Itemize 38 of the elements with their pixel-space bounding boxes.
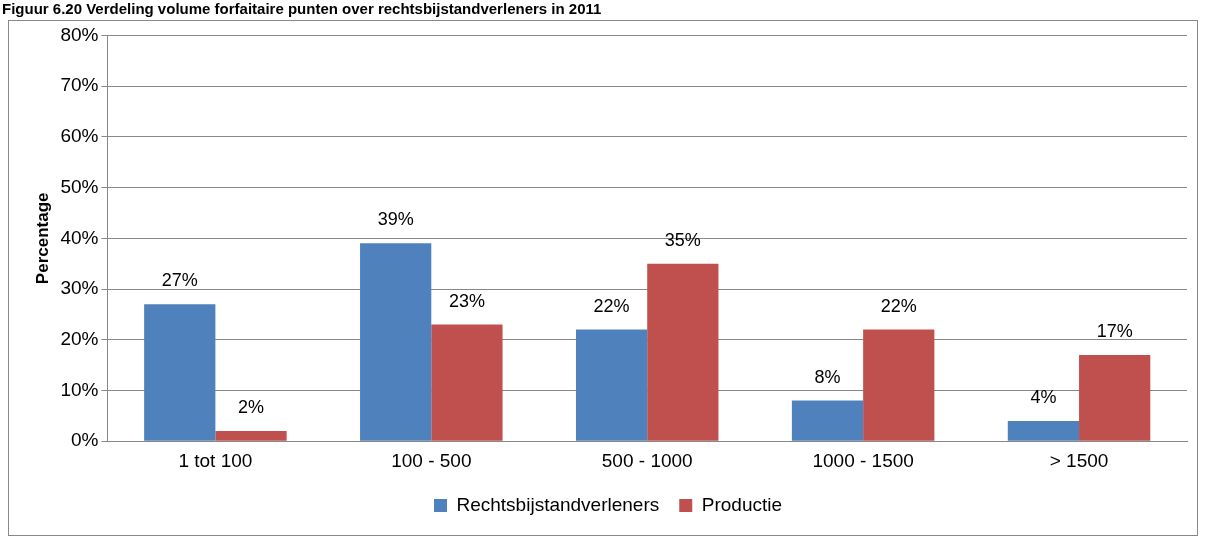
- bar: [431, 324, 503, 441]
- x-tick-label: 1000 - 1500: [812, 449, 914, 471]
- bar: [144, 304, 216, 441]
- y-tick-label: 60%: [60, 125, 99, 147]
- bar: [360, 243, 432, 441]
- data-label: 35%: [664, 229, 701, 250]
- y-axis-title: Percentage: [32, 192, 52, 285]
- data-label: 17%: [1096, 320, 1133, 341]
- y-tick-label: 50%: [60, 175, 99, 197]
- bar: [1007, 420, 1080, 441]
- legend-label: Productie: [701, 493, 783, 515]
- x-tick-label: 500 - 1000: [601, 449, 693, 471]
- data-label: 22%: [880, 295, 917, 316]
- x-tick-label: > 1500: [1049, 449, 1109, 471]
- y-tick-label: 0%: [70, 429, 99, 451]
- x-tick-label: 1 tot 100: [178, 449, 253, 471]
- bar: [1079, 354, 1151, 441]
- data-label: 8%: [814, 366, 841, 387]
- legend-label: Rechtsbijstandverleners: [456, 493, 660, 515]
- bar: [575, 329, 648, 441]
- data-label: 4%: [1030, 386, 1057, 407]
- chart-title: Figuur 6.20 Verdeling volume forfaitaire punten over rechtsbijstandverleners in 2011: [1, 0, 603, 19]
- data-label: 23%: [448, 290, 485, 311]
- y-tick-label: 30%: [60, 277, 99, 299]
- bar: [863, 329, 935, 441]
- bar: [647, 263, 719, 441]
- bar: [791, 400, 864, 441]
- data-label: 22%: [593, 295, 630, 316]
- data-label: 2%: [238, 397, 265, 418]
- y-tick-label: 40%: [60, 226, 99, 248]
- bar: [215, 431, 287, 441]
- y-tick-label: 80%: [60, 23, 99, 45]
- data-label: 27%: [161, 270, 198, 291]
- y-tick-label: 20%: [60, 327, 99, 349]
- y-tick-label: 10%: [60, 378, 99, 400]
- x-tick-label: 100 - 500: [391, 449, 472, 471]
- data-label: 39%: [377, 209, 414, 230]
- y-tick-label: 70%: [60, 74, 99, 96]
